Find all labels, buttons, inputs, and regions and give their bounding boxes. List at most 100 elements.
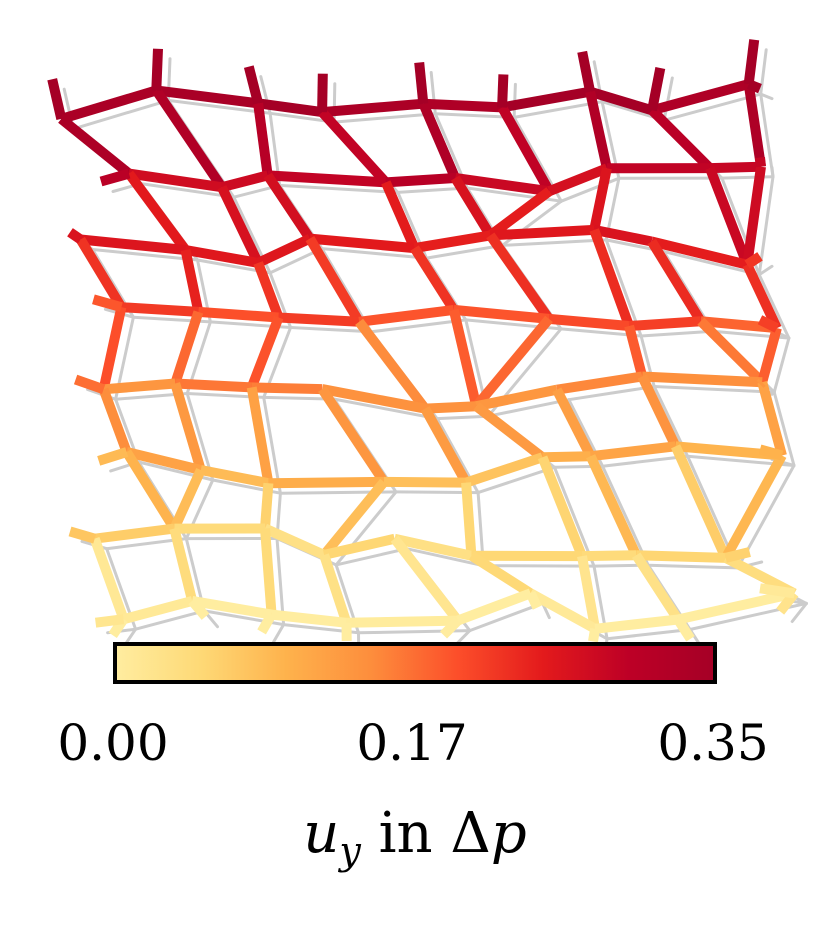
network-edge — [317, 73, 328, 113]
network-edge — [589, 228, 634, 328]
network-edge — [268, 476, 385, 489]
network-edge — [184, 245, 259, 268]
reference-edge — [757, 264, 774, 277]
network-edge — [414, 62, 429, 105]
network-edge — [628, 316, 702, 331]
reference-edge — [757, 175, 775, 277]
reference-edge — [720, 175, 775, 180]
network-edge — [552, 387, 596, 459]
network-edge — [125, 447, 202, 475]
network-edge — [322, 533, 396, 560]
reference-edge — [486, 398, 571, 418]
network-edge — [497, 104, 554, 194]
colorbar-ticks: 0.00 0.17 0.35 — [57, 714, 768, 772]
network-edge — [542, 451, 591, 463]
reference-edge — [500, 238, 608, 247]
network-edge — [198, 306, 279, 323]
reference-edge — [433, 112, 516, 119]
reference-edge — [185, 392, 215, 482]
network-edge — [486, 232, 554, 322]
reference-edge — [553, 465, 596, 568]
network-edge — [756, 378, 766, 388]
network-edge — [420, 406, 471, 486]
reference-edge — [601, 464, 650, 567]
colorbar-tick-label-mid: 0.17 — [356, 714, 467, 772]
colorbar-label-end: p — [491, 801, 527, 866]
network-edge — [243, 65, 263, 105]
network-edge — [262, 523, 327, 560]
network-edge — [67, 228, 84, 244]
network-edge — [758, 444, 784, 461]
reference-edge — [166, 98, 272, 115]
reference-edge — [759, 92, 775, 179]
network-edge — [632, 552, 683, 623]
reference-edge — [332, 397, 439, 421]
network-edge — [475, 384, 558, 412]
network-edge — [98, 387, 132, 454]
network-edge — [650, 236, 749, 270]
reference-edge — [262, 395, 336, 401]
colorbar-label: uy in Δp — [303, 801, 526, 873]
network-edge — [588, 627, 601, 643]
network-edge — [556, 371, 643, 395]
network-edge — [697, 317, 766, 386]
network-edge — [705, 166, 752, 267]
network-edge — [180, 248, 204, 313]
network-edge — [647, 238, 706, 324]
reference-edge — [772, 390, 796, 467]
network-edge — [174, 378, 252, 393]
network-edge — [98, 306, 127, 391]
colorbar-label-subscript: y — [337, 829, 361, 873]
network-edge — [647, 67, 666, 112]
reference-edge — [332, 82, 337, 124]
reference-edge — [512, 100, 604, 119]
network-edge — [383, 476, 467, 488]
network-edge — [263, 172, 315, 242]
network-edge — [746, 79, 762, 94]
network-edge — [260, 528, 277, 615]
network-edge — [305, 236, 364, 325]
network-edge — [346, 615, 458, 628]
network-edge — [92, 294, 123, 313]
network-edge — [448, 308, 482, 408]
network-edge — [650, 79, 751, 116]
network-edge — [73, 374, 106, 395]
network-edge — [80, 234, 186, 255]
reference-edge — [770, 166, 775, 179]
colorbar-tick-label-max: 0.35 — [657, 714, 768, 772]
network-edge — [410, 245, 459, 313]
network-edge — [246, 386, 274, 485]
reference-edge — [272, 623, 286, 644]
network-edge — [321, 384, 427, 414]
network-edge — [490, 224, 595, 241]
network-edge — [757, 326, 782, 384]
network-edge — [309, 233, 415, 254]
network-edge — [742, 166, 766, 266]
network-edge — [724, 547, 751, 563]
network-edge — [170, 310, 204, 386]
network-edge — [247, 315, 284, 390]
network-edge — [267, 170, 387, 188]
network-edge — [759, 583, 796, 599]
network-edge — [385, 173, 456, 188]
reference-edge — [567, 385, 656, 402]
network-edge — [99, 168, 131, 187]
network-edge — [257, 612, 276, 635]
network-edge — [128, 168, 223, 193]
network-edge — [585, 90, 612, 170]
network-edge — [318, 108, 390, 186]
reference-edge — [646, 563, 740, 570]
colorbar-tick-label-min: 0.00 — [57, 714, 168, 772]
network-edge — [121, 302, 199, 317]
network-edge — [424, 401, 477, 414]
network-edge — [423, 98, 503, 113]
network-edge — [473, 402, 546, 462]
network-edge — [68, 526, 97, 544]
reference-edge — [604, 238, 643, 338]
network-edge — [461, 482, 477, 557]
deformed-network — [47, 39, 799, 643]
network-edge — [199, 465, 270, 489]
network-edge — [413, 230, 492, 254]
network-edge — [743, 83, 766, 168]
